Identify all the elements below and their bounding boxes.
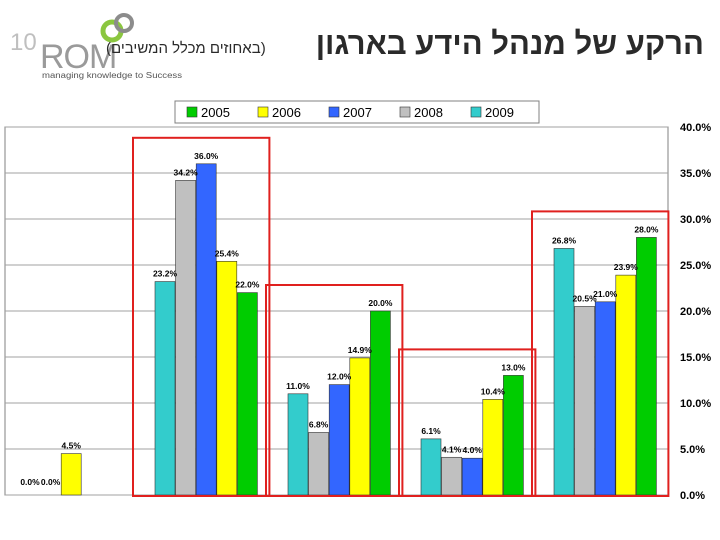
bar-group	[60, 453, 82, 496]
legend-label: 2008	[414, 105, 443, 120]
bar-group	[287, 310, 391, 496]
legend-label: 2007	[343, 105, 372, 120]
y-tick-label: 40.0%	[680, 122, 711, 134]
data-label: 25.4%	[215, 248, 240, 258]
bar-2009	[420, 438, 442, 496]
legend-swatch	[399, 106, 411, 118]
data-label: 0.0%	[20, 477, 40, 487]
y-tick-label: 15.0%	[680, 352, 711, 364]
bar-2006	[615, 274, 637, 496]
y-tick-label: 35.0%	[680, 168, 711, 180]
bar-group	[553, 237, 657, 496]
legend	[174, 100, 540, 124]
highlight-box	[398, 348, 537, 497]
data-label: 21.0%	[593, 289, 618, 299]
bar-2005	[636, 237, 657, 496]
bar-2009	[287, 393, 309, 496]
data-label: 36.0%	[194, 151, 219, 161]
bar-2007	[461, 457, 483, 496]
bar-2007	[195, 163, 217, 496]
bar-2005	[237, 292, 258, 496]
bar-2006	[60, 453, 82, 496]
bar-2008	[175, 180, 196, 496]
bar-2005	[370, 310, 391, 496]
rom-logo: 10 ROM managing knowledge to Success	[10, 13, 182, 80]
bar-2007	[594, 301, 616, 496]
data-label: 22.0%	[235, 280, 260, 290]
bar-chart: 0.0% 0.0%4.5%23.2%34.2%36.0%25.4%22.0%11.…	[4, 100, 711, 502]
y-tick-label: 30.0%	[680, 214, 711, 226]
bar-2009	[154, 281, 176, 496]
data-label: 13.0%	[501, 362, 526, 372]
data-label: 23.9%	[614, 262, 639, 272]
y-tick-label: 25.0%	[680, 260, 711, 272]
bar-2009	[553, 248, 575, 496]
legend-label: 2009	[485, 105, 514, 120]
bar-group	[420, 375, 524, 496]
legend-item-2009: 2009	[470, 105, 514, 120]
legend-item-2005: 2005	[186, 105, 230, 120]
data-label: 4.0%	[463, 445, 483, 455]
y-tick-label: 20.0%	[680, 306, 711, 318]
legend-swatch	[257, 106, 269, 118]
data-label: 20.5%	[573, 293, 598, 303]
bar-2006	[216, 261, 238, 496]
bar-2008	[441, 456, 462, 496]
highlight-box	[531, 210, 670, 497]
data-label: 6.8%	[309, 419, 329, 429]
data-label: 14.9%	[348, 345, 373, 355]
data-label: 20.0%	[368, 298, 393, 308]
legend-swatch	[328, 106, 340, 118]
data-label: 6.1%	[421, 426, 441, 436]
data-label: 4.1%	[442, 444, 462, 454]
legend-item-2007: 2007	[328, 105, 372, 120]
y-tick-label: 5.0%	[680, 444, 705, 456]
bar-2008	[574, 306, 595, 496]
highlight-box	[265, 284, 404, 497]
logo-name: ROM	[40, 38, 116, 76]
data-label: 28.0%	[634, 224, 659, 234]
data-label: 34.2%	[174, 167, 199, 177]
data-label: 0.0%	[41, 477, 61, 487]
data-label: 12.0%	[327, 372, 352, 382]
bar-2007	[328, 384, 350, 496]
logo-ring-grey-icon	[114, 13, 134, 33]
bar-2005	[503, 375, 524, 496]
logo-number: 10	[10, 29, 37, 56]
legend-swatch	[470, 106, 482, 118]
bar-2006	[482, 399, 504, 496]
data-label: 11.0%	[286, 381, 310, 391]
bar-2006	[349, 357, 371, 496]
legend-label: 2006	[272, 105, 301, 120]
y-tick-label: 0.0%	[680, 490, 705, 502]
data-label: 26.8%	[552, 235, 577, 245]
data-label: 23.2%	[153, 269, 178, 279]
highlight-box	[132, 136, 271, 498]
legend-item-2006: 2006	[257, 105, 301, 120]
legend-swatch	[186, 106, 198, 118]
y-tick-label: 10.0%	[680, 398, 711, 410]
page-title: הרקע של מנהל הידע בארגון	[315, 26, 704, 61]
legend-item-2008: 2008	[399, 105, 443, 120]
bar-group	[154, 163, 258, 496]
page-subtitle: (באחוזים מכלל המשיבים)	[106, 40, 266, 57]
legend-label: 2005	[201, 105, 230, 120]
bar-2008	[308, 432, 329, 496]
logo-tagline: managing knowledge to Success	[42, 71, 182, 80]
data-label: 10.4%	[481, 386, 506, 396]
data-label: 4.5%	[62, 441, 82, 451]
